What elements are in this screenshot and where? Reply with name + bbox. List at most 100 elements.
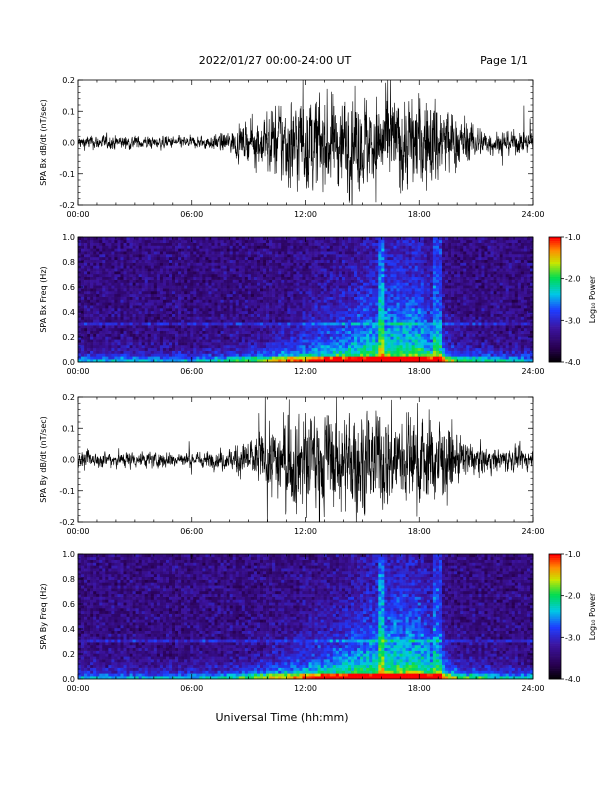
heatmap-cell xyxy=(238,242,243,246)
heatmap-cell xyxy=(87,299,91,303)
heatmap-cell xyxy=(178,316,182,320)
heatmap-cell xyxy=(378,308,382,312)
heatmap-cell xyxy=(147,259,152,263)
heatmap-cell xyxy=(250,276,255,280)
heatmap-cell xyxy=(369,333,373,337)
heatmap-cell xyxy=(281,254,285,258)
heatmap-cell xyxy=(284,347,288,351)
heatmap-cell xyxy=(335,319,340,323)
heatmap-cell xyxy=(81,322,85,326)
heatmap-cell xyxy=(184,330,188,334)
heatmap-cell xyxy=(408,333,412,337)
heatmap-cell xyxy=(238,327,243,332)
heatmap-cell xyxy=(363,347,367,351)
heatmap-cell xyxy=(369,302,373,306)
heatmap-cell xyxy=(351,245,355,249)
heatmap-cell xyxy=(132,319,136,323)
heatmap-cell xyxy=(378,310,382,314)
heatmap-cell xyxy=(396,262,400,266)
heatmap-cell xyxy=(211,271,215,275)
heatmap-cell xyxy=(111,239,115,243)
heatmap-cell xyxy=(135,245,139,249)
heatmap-cell xyxy=(147,262,152,266)
heatmap-cell xyxy=(81,271,85,275)
heatmap-cell xyxy=(241,356,246,360)
heatmap-cell xyxy=(278,262,282,266)
heatmap-cell xyxy=(299,262,303,266)
heatmap-cell xyxy=(229,310,233,314)
heatmap-cell xyxy=(329,285,334,289)
heatmap-cell xyxy=(351,333,355,337)
heatmap-cell xyxy=(120,290,124,295)
heatmap-cell xyxy=(202,251,206,255)
heatmap-cell xyxy=(266,251,270,255)
heatmap-cell xyxy=(220,339,224,343)
heatmap-cell xyxy=(357,339,361,343)
heatmap-cell xyxy=(278,308,282,312)
heatmap-cell xyxy=(147,313,152,317)
heatmap-cell xyxy=(232,347,237,351)
heatmap-cell xyxy=(150,347,155,351)
heatmap-cell xyxy=(305,254,309,258)
heatmap-cell xyxy=(281,342,285,346)
heatmap-cell xyxy=(135,259,139,263)
heatmap-cell xyxy=(311,322,315,326)
heatmap-cell xyxy=(305,285,309,289)
heatmap-cell xyxy=(175,350,179,354)
heatmap-cell xyxy=(360,336,364,340)
heatmap-cell xyxy=(272,268,276,272)
heatmap-cell xyxy=(263,273,267,278)
heatmap-cell xyxy=(211,342,215,346)
heatmap-cell xyxy=(165,347,170,351)
heatmap-cell xyxy=(96,259,100,263)
heatmap-cell xyxy=(132,242,136,246)
heatmap-cell xyxy=(223,239,227,243)
heatmap-cell xyxy=(308,310,312,314)
heatmap-cell xyxy=(84,290,88,295)
heatmap-cell xyxy=(199,325,203,329)
heatmap-cell xyxy=(90,313,94,317)
heatmap-cell xyxy=(287,359,291,363)
heatmap-cell xyxy=(102,239,106,243)
heatmap-cell xyxy=(81,347,85,351)
heatmap-cell xyxy=(223,316,227,320)
heatmap-cell xyxy=(123,254,127,258)
heatmap-cell xyxy=(99,344,103,349)
heatmap-cell xyxy=(281,251,285,255)
heatmap-cell xyxy=(102,290,106,295)
heatmap-cell xyxy=(235,333,240,337)
heatmap-cell xyxy=(111,273,115,278)
heatmap-cell xyxy=(387,251,391,255)
heatmap-cell xyxy=(114,353,118,357)
heatmap-cell xyxy=(208,265,212,269)
heatmap-cell xyxy=(159,310,164,314)
heatmap-cell xyxy=(181,279,185,283)
heatmap-cell xyxy=(360,333,364,337)
heatmap-cell xyxy=(172,293,176,297)
heatmap-cell xyxy=(329,330,334,334)
heatmap-cell xyxy=(102,356,106,360)
heatmap-cell xyxy=(347,262,352,266)
heatmap-cell xyxy=(272,259,276,263)
heatmap-cell xyxy=(184,327,188,332)
heatmap-cell xyxy=(266,316,270,320)
heatmap-cell xyxy=(111,308,115,312)
heatmap-cell xyxy=(244,239,249,243)
heatmap-cell xyxy=(153,254,158,258)
heatmap-cell xyxy=(120,310,124,314)
heatmap-cell xyxy=(120,293,124,297)
heatmap-cell xyxy=(314,271,318,275)
heatmap-cell xyxy=(375,293,379,297)
heatmap-cell xyxy=(238,339,243,343)
heatmap-cell xyxy=(147,359,152,363)
heatmap-cell xyxy=(184,276,188,280)
heatmap-cell xyxy=(399,237,403,241)
heatmap-cell xyxy=(329,256,334,261)
heatmap-cell xyxy=(281,344,285,349)
heatmap-cell xyxy=(320,273,324,278)
heatmap-cell xyxy=(93,285,97,289)
heatmap-cell xyxy=(187,350,191,354)
heatmap-cell xyxy=(375,276,379,280)
heatmap-cell xyxy=(232,288,237,292)
heatmap-cell xyxy=(408,319,412,323)
